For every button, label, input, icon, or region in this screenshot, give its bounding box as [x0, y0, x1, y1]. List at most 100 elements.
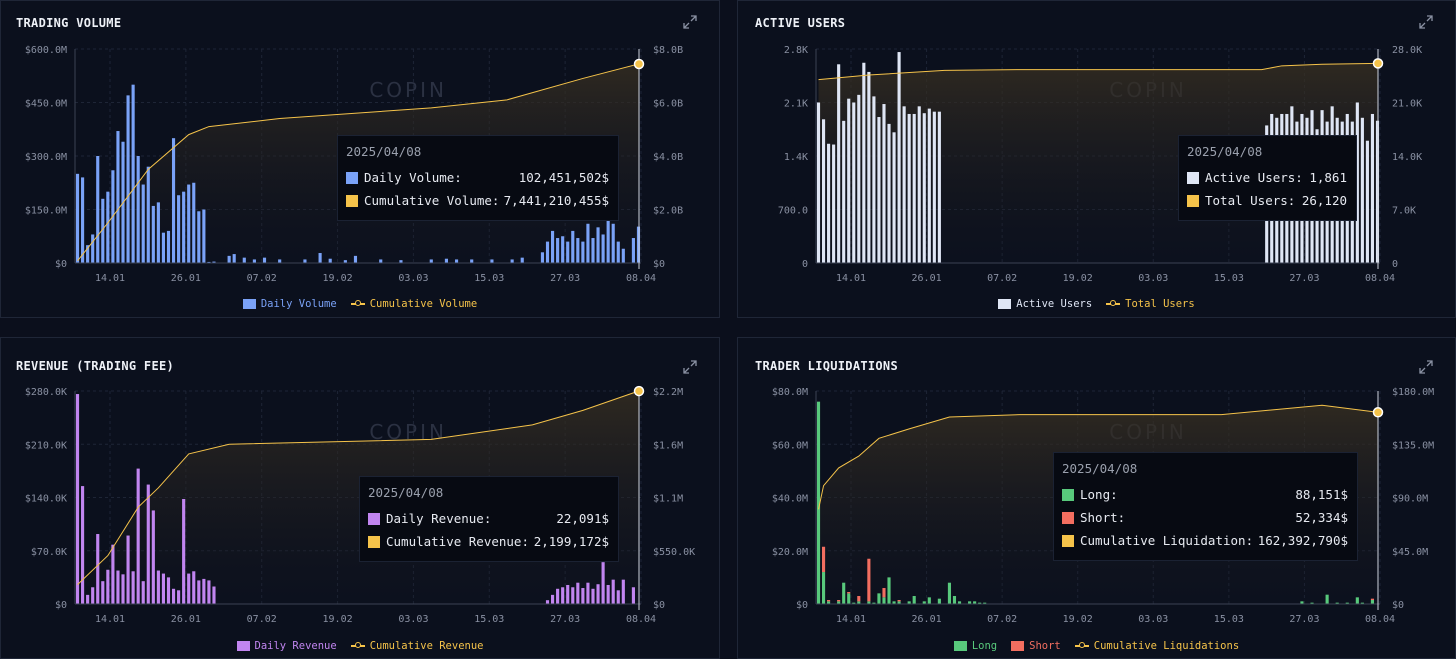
y-tick-label: 1.4K — [784, 152, 808, 163]
bar — [937, 111, 941, 264]
tooltip-value: 88,151$ — [1295, 487, 1348, 502]
bar — [177, 195, 181, 263]
bar — [242, 257, 246, 263]
x-tick-label: 15.03 — [474, 273, 504, 284]
x-tick-label: 07.02 — [987, 614, 1017, 625]
y2-tick-label: 14.0K — [1392, 152, 1422, 163]
tooltip-label: Cumulative Liquidation: — [1080, 533, 1254, 548]
bar — [166, 577, 171, 604]
bar — [586, 582, 590, 604]
bar — [252, 259, 256, 263]
bar — [328, 258, 332, 263]
panel-title: ACTIVE USERS — [755, 16, 846, 30]
bar — [897, 52, 901, 263]
bar — [917, 106, 921, 263]
chart-tooltip: 2025/04/08 Daily Volume: 102,451,502$ Cum… — [337, 135, 619, 221]
bar — [470, 259, 474, 263]
bar-long — [821, 572, 826, 604]
legend-item-short[interactable]: Short — [1011, 640, 1061, 652]
bar — [101, 198, 105, 263]
legend-item-long[interactable]: Long — [953, 640, 997, 652]
x-tick-label: 26.01 — [912, 614, 942, 625]
bar — [561, 587, 565, 604]
bar-long — [1335, 602, 1339, 604]
expand-icon[interactable] — [1417, 13, 1435, 31]
x-tick-label: 14.01 — [836, 273, 866, 284]
bar — [872, 96, 876, 263]
chart-legend: Daily Volume Cumulative Volume — [1, 298, 719, 310]
tooltip-row: Cumulative Volume: 7,441,210,455$ — [346, 189, 609, 212]
series-swatch — [346, 171, 358, 184]
bar-long — [912, 596, 916, 604]
x-tick-label: 07.02 — [247, 614, 277, 625]
y2-tick-label: $2.2M — [653, 387, 683, 398]
bar-short — [821, 546, 826, 573]
legend-item-cumulative-revenue[interactable]: Cumulative Revenue — [350, 640, 483, 652]
bar-long — [968, 601, 972, 604]
x-tick-label: 03.03 — [1138, 614, 1168, 625]
y2-tick-label: $6.0B — [653, 99, 683, 110]
x-tick-label: 26.01 — [171, 273, 201, 284]
x-tick-label: 07.02 — [247, 273, 277, 284]
crosshair-dot — [1372, 407, 1384, 418]
panel-title: REVENUE (TRADING FEE) — [16, 359, 175, 373]
bar-long — [1310, 602, 1314, 604]
expand-icon[interactable] — [1417, 358, 1435, 376]
x-tick-label: 15.03 — [474, 614, 504, 625]
bar — [611, 579, 615, 604]
y2-tick-label: $90.0M — [1392, 494, 1428, 505]
bar — [616, 241, 620, 263]
bar — [636, 226, 641, 263]
bar-short — [1370, 598, 1375, 601]
tooltip-date: 2025/04/08 — [1062, 461, 1138, 476]
bar — [116, 131, 120, 263]
bar — [262, 257, 267, 263]
bar — [227, 255, 231, 263]
bar-long — [882, 597, 886, 604]
y2-tick-label: $0 — [1392, 600, 1404, 611]
x-tick-label: 26.01 — [912, 273, 942, 284]
y2-tick-label: $45.0M — [1392, 547, 1428, 558]
bar — [192, 182, 196, 263]
x-tick-label: 03.03 — [398, 614, 428, 625]
tooltip-row: Short: 52,334$ — [1062, 506, 1348, 529]
bar — [207, 261, 211, 263]
y-tick-label: $60.0M — [772, 440, 808, 451]
series-swatch — [1187, 171, 1199, 184]
bar — [621, 579, 625, 604]
bar — [192, 571, 196, 604]
y-tick-label: $80.0M — [772, 387, 808, 398]
legend-item-cumulative-volume[interactable]: Cumulative Volume — [350, 298, 477, 310]
tooltip-date: 2025/04/08 — [368, 485, 444, 500]
y2-tick-label: 28.0K — [1392, 45, 1422, 56]
y-tick-label: $40.0M — [772, 494, 808, 505]
bar — [596, 584, 600, 604]
tooltip-row: Total Users: 26,120 — [1187, 189, 1347, 212]
bar — [177, 590, 181, 604]
legend-item-daily-revenue[interactable]: Daily Revenue — [236, 640, 337, 652]
x-tick-label: 19.02 — [323, 273, 353, 284]
expand-icon[interactable] — [681, 13, 699, 31]
bar — [892, 132, 896, 263]
legend-item-total-users[interactable]: Total Users — [1106, 298, 1195, 310]
legend-item-cumulative-liquidations[interactable]: Cumulative Liquidations — [1074, 640, 1239, 652]
y2-tick-label: 21.0K — [1392, 99, 1422, 110]
tooltip-label: Total Users: — [1205, 193, 1296, 208]
x-tick-label: 08.04 — [1365, 614, 1395, 625]
bar-long — [978, 602, 982, 604]
bar — [631, 238, 635, 263]
bar-long — [897, 601, 901, 604]
bar — [187, 573, 191, 604]
expand-icon[interactable] — [681, 358, 699, 376]
bar — [75, 394, 80, 604]
bar-long — [877, 593, 881, 604]
bar — [379, 259, 383, 263]
bar — [550, 230, 555, 263]
legend-item-daily-volume[interactable]: Daily Volume — [242, 298, 337, 310]
bar — [1375, 120, 1380, 264]
y2-tick-label: $4.0B — [653, 152, 683, 163]
x-tick-label: 26.01 — [171, 614, 201, 625]
bar — [444, 258, 449, 263]
legend-item-active-users[interactable]: Active Users — [998, 298, 1092, 310]
chart-tooltip: 2025/04/08 Daily Revenue: 22,091$ Cumulat… — [359, 476, 619, 562]
